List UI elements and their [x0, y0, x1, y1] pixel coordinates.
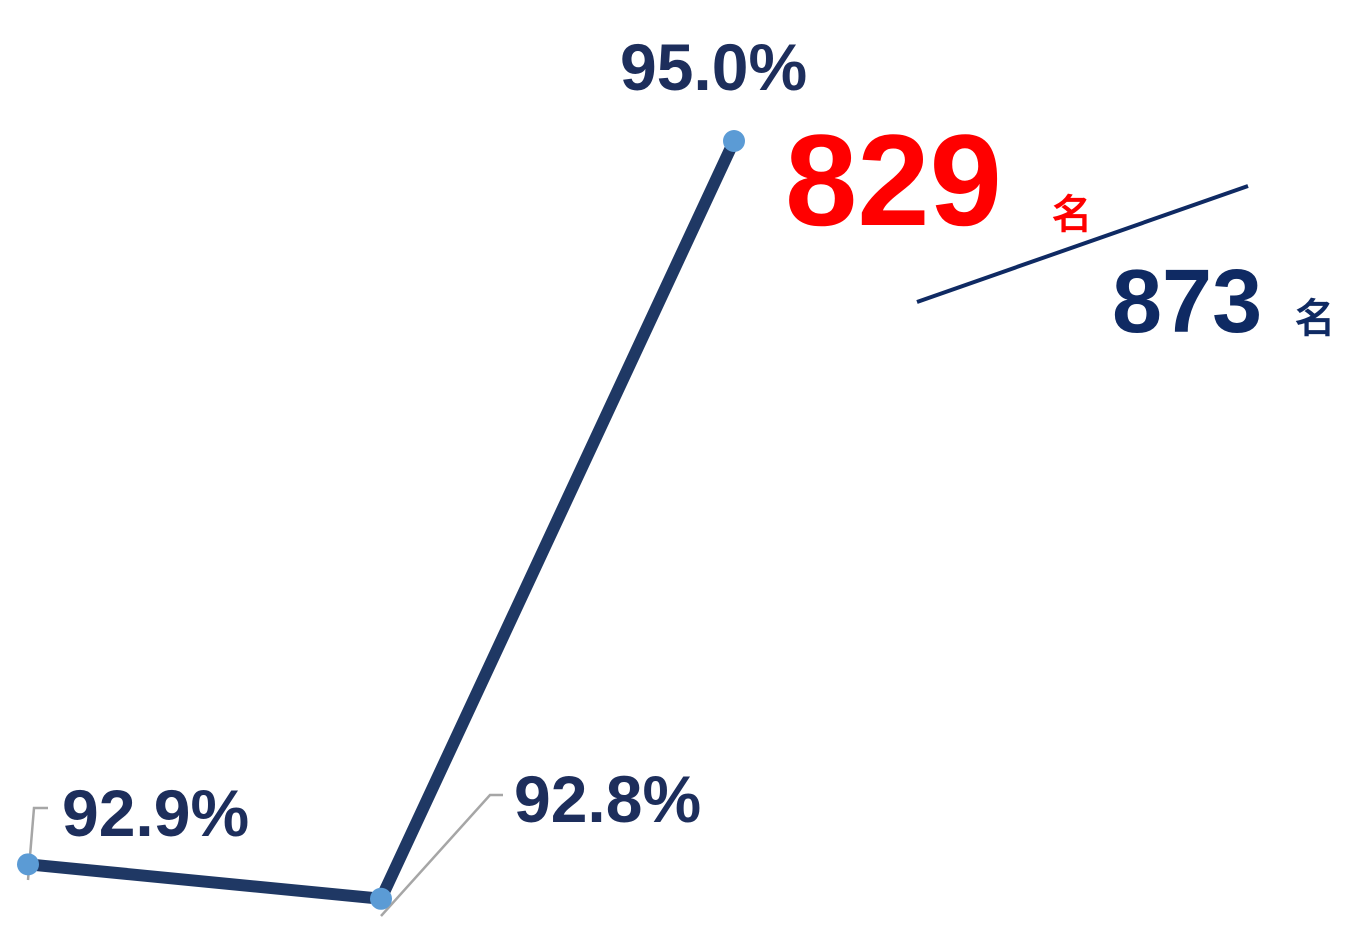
data-label-2: 92.8%: [514, 762, 701, 836]
fraction-numerator: 829: [785, 107, 1002, 253]
fraction-annotation: 829 名 873 名: [785, 107, 1335, 352]
plot-area: 92.9% 92.8% 95.0%: [17, 30, 807, 917]
fraction-denominator: 873: [1112, 252, 1262, 352]
data-point-2: [370, 887, 392, 910]
data-label-1: 92.9%: [62, 776, 249, 850]
fraction-denominator-unit: 名: [1295, 296, 1335, 342]
data-point-3: [723, 130, 745, 152]
leader-line-2: [380, 793, 503, 917]
data-labels: 92.9% 92.8% 95.0%: [62, 30, 807, 850]
data-point-1: [17, 853, 39, 876]
data-label-3: 95.0%: [620, 30, 807, 104]
fraction-numerator-unit: 名: [1052, 192, 1092, 238]
series-markers: [17, 130, 745, 910]
fraction-divider: [916, 184, 1249, 304]
